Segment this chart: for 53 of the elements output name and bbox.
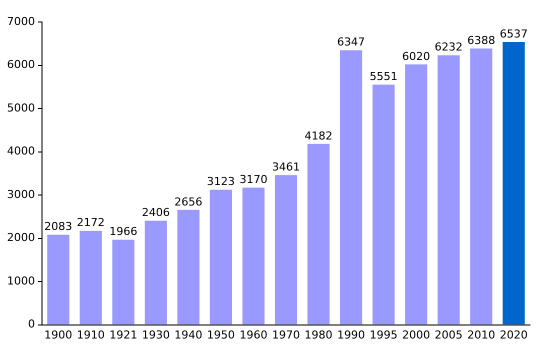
y-tick-label: 2000 xyxy=(6,231,35,244)
x-tick-label: 1910 xyxy=(76,328,105,342)
y-tick-label: 7000 xyxy=(6,14,35,28)
y-tick-label: 1000 xyxy=(6,274,35,288)
data-label: 6020 xyxy=(402,50,430,63)
x-tick-label: 2000 xyxy=(402,328,430,342)
data-label: 4182 xyxy=(304,129,333,142)
x-tick-label: 1995 xyxy=(370,328,398,342)
bar xyxy=(307,144,330,324)
bar xyxy=(47,234,70,324)
x-tick-label: 1921 xyxy=(109,328,138,342)
bar xyxy=(372,84,395,324)
x-tick-label: 1950 xyxy=(206,328,235,342)
data-label: 3123 xyxy=(206,175,235,188)
data-label: 1966 xyxy=(109,225,138,238)
x-tick-label: 1960 xyxy=(239,328,268,342)
data-label: 2172 xyxy=(76,216,105,230)
data-label: 2656 xyxy=(174,195,202,208)
y-tick-label: 5000 xyxy=(6,101,35,114)
data-label: 3461 xyxy=(272,160,300,174)
bar xyxy=(274,175,298,324)
x-tick-label: 1990 xyxy=(337,328,366,342)
bar xyxy=(438,55,460,324)
x-tick-label: 1940 xyxy=(174,328,202,342)
y-tick-label: 3000 xyxy=(6,188,35,201)
y-tick-label: 0 xyxy=(28,318,35,331)
data-label: 6388 xyxy=(467,34,496,47)
data-label: 6537 xyxy=(500,27,528,40)
x-tick-label: 1930 xyxy=(142,328,170,342)
y-tick-label: 6000 xyxy=(6,58,35,72)
data-label: 5551 xyxy=(370,70,398,84)
data-label: 6347 xyxy=(337,36,366,49)
data-label: 6232 xyxy=(434,40,463,54)
x-tick-label: 1980 xyxy=(304,328,333,342)
x-tick-label: 2005 xyxy=(434,328,463,342)
bar xyxy=(405,64,428,324)
x-tick-label: 1900 xyxy=(44,328,72,342)
bar xyxy=(340,50,362,324)
y-tick-label: 4000 xyxy=(6,144,35,158)
bar xyxy=(210,190,232,324)
x-tick-label: 2020 xyxy=(500,328,528,342)
bar xyxy=(177,210,200,324)
bar xyxy=(502,42,525,324)
bar xyxy=(144,220,167,324)
data-label: 3170 xyxy=(239,173,268,186)
x-tick-label: 2010 xyxy=(467,328,496,342)
data-label: 2406 xyxy=(142,206,170,220)
bar xyxy=(80,230,102,324)
bar xyxy=(112,240,134,324)
bar xyxy=(242,188,265,324)
x-tick-label: 1970 xyxy=(272,328,300,342)
bar xyxy=(470,48,492,324)
data-label: 2083 xyxy=(44,220,72,234)
